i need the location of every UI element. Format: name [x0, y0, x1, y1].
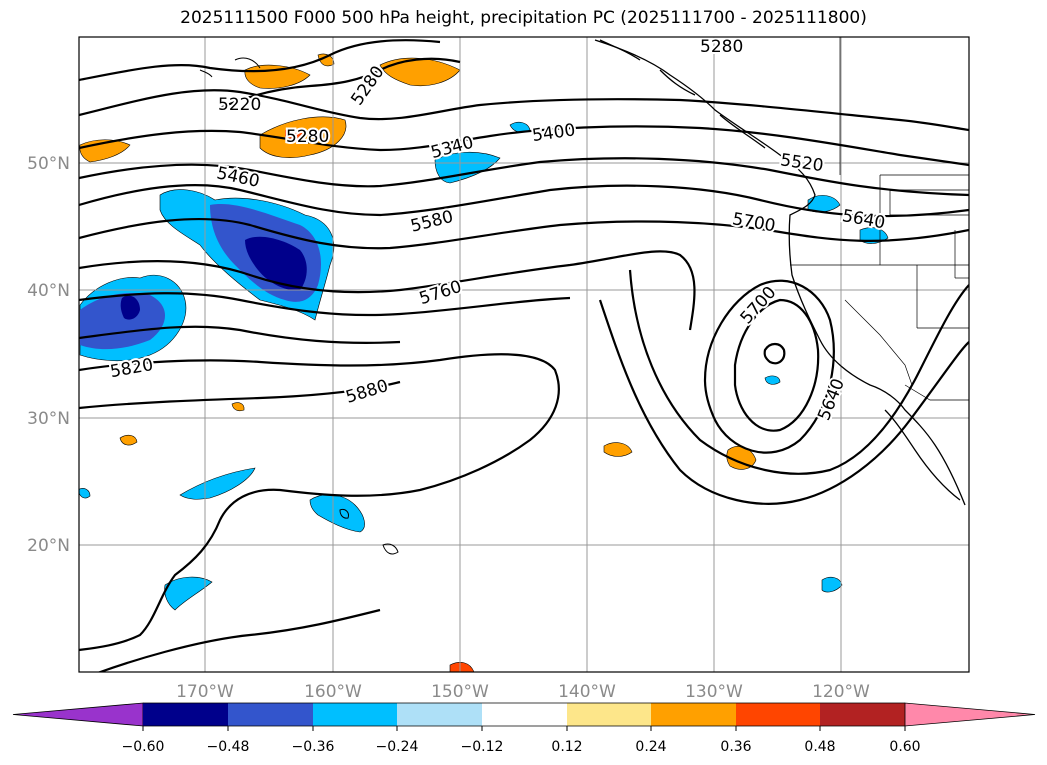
- lon-label: 160°W: [304, 682, 362, 702]
- colorbar-extend-max: [904, 702, 1036, 727]
- colorbar-segment: [651, 703, 736, 726]
- colorbar-tick-label: 0.48: [804, 739, 835, 755]
- colorbar-tick-label: 0.60: [889, 739, 920, 755]
- lon-label: 130°W: [685, 682, 743, 702]
- lon-label: 140°W: [558, 682, 616, 702]
- colorbar-segment: [143, 703, 228, 726]
- map-title: 2025111500 F000 500 hPa height, precipit…: [180, 8, 867, 28]
- colorbar-tick-label: −0.48: [207, 739, 250, 755]
- colorbar-tick-label: −0.36: [292, 739, 335, 755]
- colorbar-tick-label: 0.24: [635, 739, 666, 755]
- lat-label: 40°N: [27, 281, 70, 301]
- lat-label: 30°N: [27, 409, 70, 429]
- colorbar-segment: [482, 703, 567, 726]
- contour-label: 5220: [218, 95, 261, 115]
- colorbar: −0.60 −0.48 −0.36 −0.24 −0.12 0.12 0.24 …: [12, 702, 1036, 755]
- colorbar-tick-label: −0.60: [122, 739, 165, 755]
- lon-label: 150°W: [431, 682, 489, 702]
- colorbar-segment: [820, 703, 905, 726]
- map-panel: 5220 5280 5280 5280 5340 5400 5460 5520 …: [79, 37, 969, 672]
- colorbar-segment: [736, 703, 820, 726]
- contour-label: 5280: [286, 127, 329, 147]
- colorbar-tick-label: −0.12: [461, 739, 504, 755]
- lat-label: 20°N: [27, 536, 70, 556]
- lon-label: 170°W: [176, 682, 234, 702]
- islands: [199, 57, 399, 555]
- map-frame: [78, 36, 970, 673]
- lat-label: 50°N: [27, 154, 70, 174]
- colorbar-tick-label: 0.12: [551, 739, 582, 755]
- colorbar-tick-label: 0.36: [720, 739, 751, 755]
- colorbar-segment: [313, 703, 397, 726]
- lon-label: 120°W: [812, 682, 870, 702]
- longitude-labels: 170°W 160°W 150°W 140°W 130°W 120°W: [176, 682, 870, 702]
- colorbar-segment: [397, 703, 482, 726]
- graticule: [79, 37, 969, 672]
- latitude-labels: 50°N 40°N 30°N 20°N: [27, 154, 70, 556]
- colorbar-tick-label: −0.24: [376, 739, 419, 755]
- colorbar-ticks: [142, 726, 906, 731]
- colorbar-segment: [228, 703, 313, 726]
- colorbar-extend-min: [12, 702, 144, 727]
- contour-label: 5280: [700, 37, 743, 57]
- height-contours: [79, 39, 969, 672]
- colorbar-segment: [567, 703, 651, 726]
